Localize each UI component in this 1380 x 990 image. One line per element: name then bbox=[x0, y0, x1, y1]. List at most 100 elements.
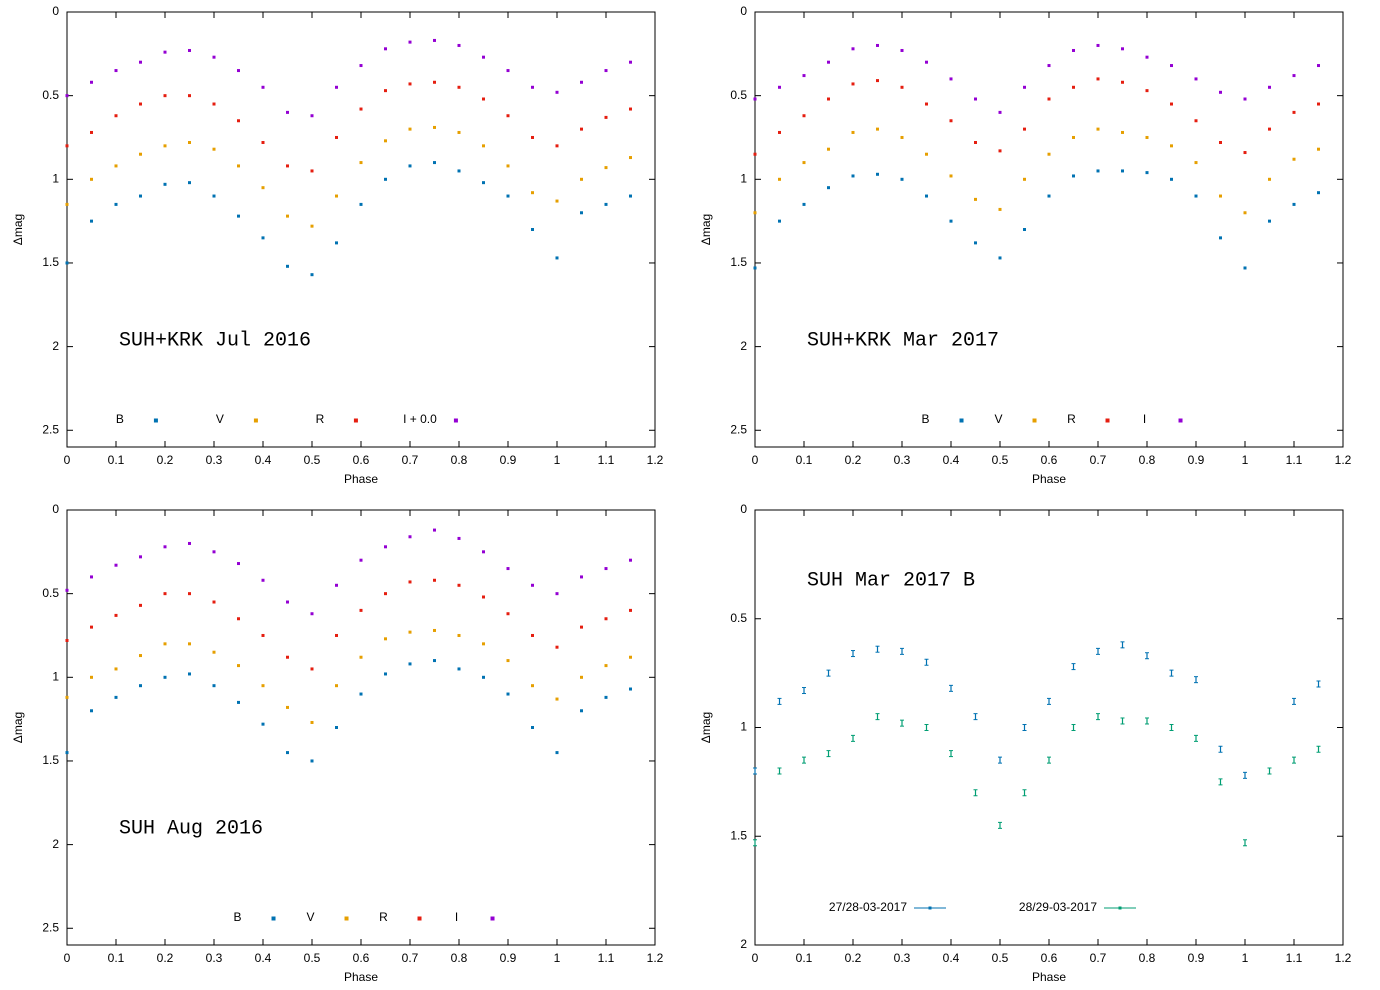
point bbox=[237, 664, 240, 668]
point bbox=[212, 147, 216, 151]
point bbox=[457, 85, 461, 89]
point bbox=[802, 74, 806, 78]
point bbox=[1292, 756, 1296, 764]
point bbox=[604, 69, 608, 73]
point bbox=[949, 219, 953, 223]
x-tick-label: 0 bbox=[752, 453, 759, 467]
point bbox=[753, 266, 757, 270]
point bbox=[604, 202, 608, 206]
point bbox=[1316, 680, 1321, 688]
point bbox=[163, 675, 167, 679]
point bbox=[531, 228, 534, 231]
x-tick-label: 0.2 bbox=[845, 951, 862, 965]
y-tick-label: 1.5 bbox=[730, 828, 747, 842]
point bbox=[286, 751, 289, 755]
point bbox=[261, 633, 265, 637]
point bbox=[1145, 717, 1149, 725]
point bbox=[777, 697, 782, 705]
point bbox=[90, 675, 93, 679]
point bbox=[114, 667, 118, 671]
point bbox=[1047, 756, 1051, 764]
point bbox=[1071, 663, 1076, 671]
point bbox=[1170, 64, 1173, 68]
point bbox=[482, 144, 485, 148]
x-tick-label: 0.7 bbox=[1090, 951, 1107, 965]
point bbox=[433, 125, 436, 129]
point bbox=[753, 152, 757, 156]
point bbox=[1096, 43, 1100, 47]
point bbox=[482, 595, 485, 599]
x-tick-label: 0.5 bbox=[992, 453, 1009, 467]
point bbox=[261, 578, 265, 582]
point bbox=[629, 558, 632, 562]
point bbox=[408, 164, 412, 168]
point bbox=[384, 672, 387, 676]
point bbox=[1243, 771, 1247, 779]
point bbox=[506, 114, 510, 118]
point bbox=[1120, 717, 1125, 725]
x-axis-label: Phase bbox=[344, 970, 378, 984]
point bbox=[286, 264, 289, 268]
point bbox=[359, 107, 363, 111]
point bbox=[827, 186, 830, 190]
legend-label: B bbox=[922, 412, 930, 426]
y-tick-label: 0 bbox=[740, 4, 747, 18]
y-tick-label: 2.5 bbox=[42, 920, 59, 934]
point bbox=[555, 199, 559, 203]
point bbox=[1047, 97, 1051, 101]
point bbox=[1317, 147, 1320, 151]
point bbox=[1243, 97, 1247, 101]
point bbox=[163, 182, 167, 186]
point bbox=[802, 687, 806, 695]
point bbox=[580, 127, 583, 131]
point bbox=[359, 64, 363, 68]
point bbox=[1072, 174, 1075, 178]
point bbox=[114, 114, 118, 118]
point bbox=[408, 82, 412, 86]
x-tick-label: 0.4 bbox=[255, 453, 272, 467]
point bbox=[139, 152, 142, 156]
point bbox=[212, 650, 216, 654]
point bbox=[188, 181, 191, 185]
y-tick-label: 2.5 bbox=[730, 422, 747, 436]
point bbox=[1268, 219, 1271, 223]
annotation: SUH Mar 2017 B bbox=[807, 569, 975, 592]
point bbox=[900, 85, 904, 89]
point bbox=[1170, 177, 1173, 181]
point bbox=[188, 94, 191, 98]
point bbox=[65, 202, 69, 206]
point bbox=[139, 102, 142, 106]
panel: 0 0.5 1 1.5 2 2.5 0 0.1 0.2 0.3 0.4 0.5 0.6 0.7 0.8 0.9… bbox=[11, 4, 663, 486]
point bbox=[482, 675, 485, 679]
point bbox=[384, 637, 387, 641]
x-tick-label: 1 bbox=[1242, 951, 1249, 965]
point bbox=[1047, 194, 1051, 198]
point bbox=[1169, 724, 1174, 731]
legend-swatch bbox=[490, 916, 495, 921]
point bbox=[335, 684, 338, 688]
point bbox=[433, 578, 436, 582]
y-tick-label: 2.5 bbox=[42, 422, 59, 436]
x-tick-label: 0.1 bbox=[108, 453, 125, 467]
x-tick-label: 0.2 bbox=[157, 951, 174, 965]
point bbox=[310, 612, 314, 616]
point bbox=[188, 48, 191, 52]
x-tick-label: 1.2 bbox=[1335, 453, 1352, 467]
point bbox=[580, 709, 583, 713]
y-tick-label: 0.5 bbox=[730, 88, 747, 102]
point bbox=[335, 85, 338, 89]
point bbox=[1022, 724, 1027, 731]
point bbox=[925, 60, 928, 64]
point bbox=[237, 700, 240, 704]
point bbox=[139, 60, 142, 64]
point bbox=[604, 664, 608, 668]
legend-label: 27/28-03-2017 bbox=[829, 900, 907, 914]
x-tick-label: 0.8 bbox=[1139, 453, 1156, 467]
point bbox=[802, 202, 806, 206]
panel: 00.511.520 0.1 0.2 0.3 0.4 0.5 0.6 0.7 0.8 0.9 1 1.… bbox=[699, 502, 1351, 984]
point bbox=[1072, 85, 1075, 89]
legend-swatch bbox=[1178, 418, 1183, 423]
point bbox=[1292, 202, 1296, 206]
point bbox=[974, 141, 977, 144]
